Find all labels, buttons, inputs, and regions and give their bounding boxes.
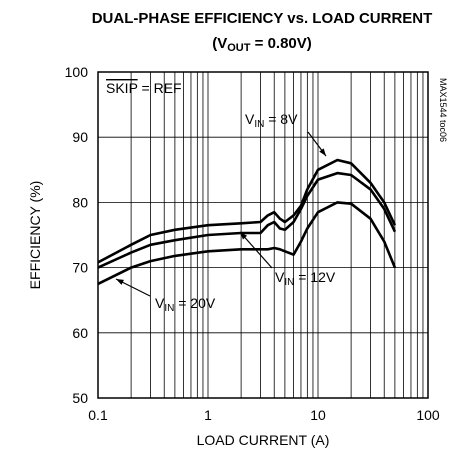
arrow-head	[319, 148, 326, 156]
plot-frame	[97, 71, 429, 399]
series-line	[97, 201, 397, 286]
series-label-part: = 20V	[174, 295, 216, 311]
series-label: VIN = 12V	[275, 269, 336, 288]
x-tick-label: 10	[310, 407, 326, 423]
series-label-part: = 8V	[264, 111, 298, 127]
y-tick-label: 80	[72, 194, 88, 210]
series-label: VIN = 20V	[155, 295, 216, 314]
series-label-part: IN	[164, 303, 174, 314]
x-tick-label: 0.1	[88, 407, 108, 423]
chart-title: DUAL-PHASE EFFICIENCY vs. LOAD CURRENT	[92, 10, 433, 27]
note: MAX1544 toc06	[438, 78, 448, 142]
series-line	[97, 171, 397, 269]
x-tick-label: 100	[416, 407, 440, 423]
series-line	[97, 158, 397, 264]
series-label-part: V	[275, 269, 285, 285]
y-tick-label: 60	[72, 325, 88, 341]
series-label-part: = 12V	[294, 269, 336, 285]
arrow-head	[240, 232, 248, 240]
series-label-part: IN	[284, 277, 294, 288]
series-label-part: V	[155, 295, 165, 311]
y-tick-label: 70	[72, 260, 88, 276]
y-tick-label: 90	[72, 129, 88, 145]
arrow-head	[116, 279, 124, 285]
series-label-part: IN	[254, 119, 264, 130]
y-tick-label: 50	[72, 390, 88, 406]
x-tick-label: 1	[204, 407, 212, 423]
y-axis-label: EFFICIENCY (%)	[27, 181, 43, 290]
y-tick-label: 100	[65, 64, 89, 80]
series-label-part: V	[245, 111, 255, 127]
series-label: VIN = 8V	[245, 111, 298, 130]
x-axis-label: LOAD CURRENT (A)	[197, 432, 330, 448]
annotation: SKIP = REF	[106, 80, 182, 96]
chart-subtitle: (VOUT = 0.80V)	[212, 35, 312, 54]
